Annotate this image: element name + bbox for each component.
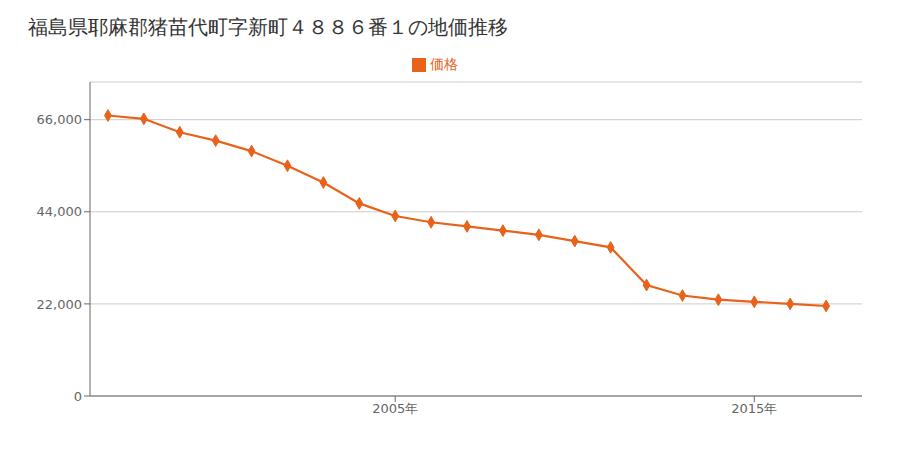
svg-text:0: 0 — [74, 389, 82, 404]
svg-text:22,000: 22,000 — [37, 297, 83, 312]
svg-text:2015年: 2015年 — [731, 401, 777, 416]
svg-text:44,000: 44,000 — [37, 204, 83, 219]
html-text:価格: 価格 — [430, 56, 458, 72]
html-text:福島県耶麻郡猪苗代町字新町４８８６番１の地価推移: 福島県耶麻郡猪苗代町字新町４８８６番１の地価推移 — [28, 15, 508, 39]
svg-text:2005年: 2005年 — [372, 401, 418, 416]
svg-text:66,000: 66,000 — [37, 112, 83, 127]
